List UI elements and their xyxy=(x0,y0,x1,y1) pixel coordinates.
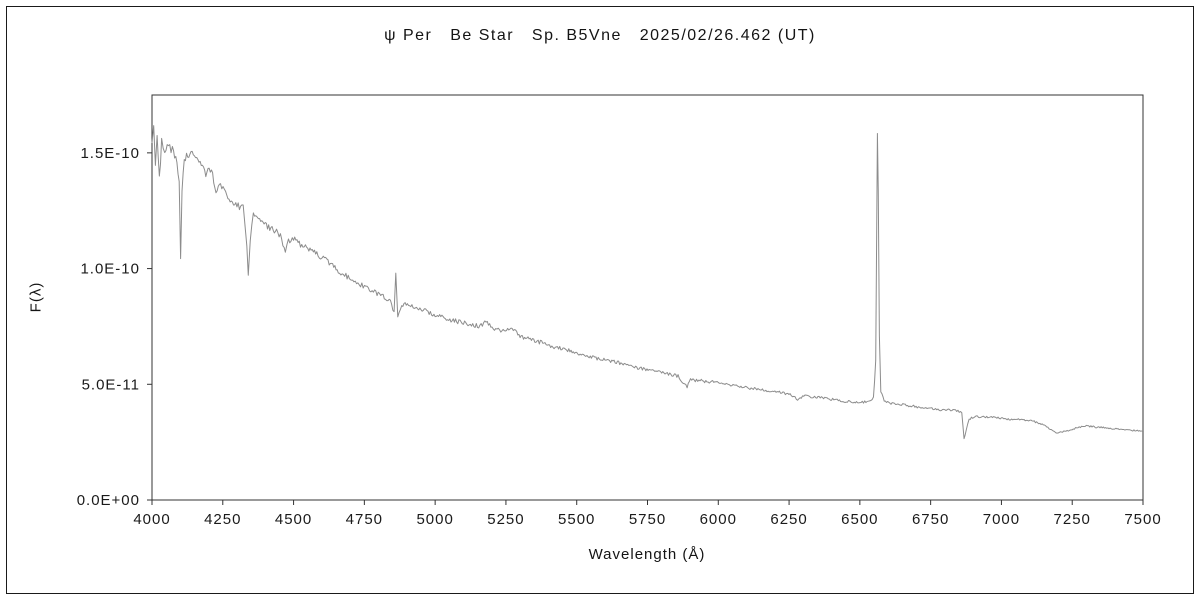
x-tick-label: 4250 xyxy=(204,511,241,528)
x-tick-label: 5000 xyxy=(416,511,453,528)
x-tick-label: 6500 xyxy=(841,511,878,528)
y-tick-label: 5.0E-11 xyxy=(82,376,140,393)
plot-frame xyxy=(151,94,1144,501)
chart-title: ψ Per Be Star Sp. B5Vne 2025/02/26.462 (… xyxy=(384,27,816,44)
y-axis-label: F(λ) xyxy=(27,281,45,313)
spectrum-line xyxy=(151,125,1144,440)
x-tick-label: 5500 xyxy=(558,511,595,528)
x-tick-label: 5750 xyxy=(629,511,666,528)
x-tick-label: 4750 xyxy=(346,511,383,528)
y-tick-label: 1.5E-10 xyxy=(80,145,140,162)
x-tick-label: 6250 xyxy=(770,511,807,528)
y-tick-label: 0.0E+00 xyxy=(77,492,140,509)
x-axis-label: Wavelength (Å) xyxy=(588,546,706,563)
x-tick-label: 6750 xyxy=(912,511,949,528)
y-tick-label: 1.0E-10 xyxy=(80,261,140,278)
x-tick-label: 6000 xyxy=(700,511,737,528)
x-tick-label: 7250 xyxy=(1054,511,1091,528)
x-tick-label: 7000 xyxy=(983,511,1020,528)
x-tick-label: 4000 xyxy=(133,511,170,528)
x-tick-label: 7500 xyxy=(1124,511,1161,528)
x-tick-label: 5250 xyxy=(487,511,524,528)
x-tick-label: 4500 xyxy=(275,511,312,528)
